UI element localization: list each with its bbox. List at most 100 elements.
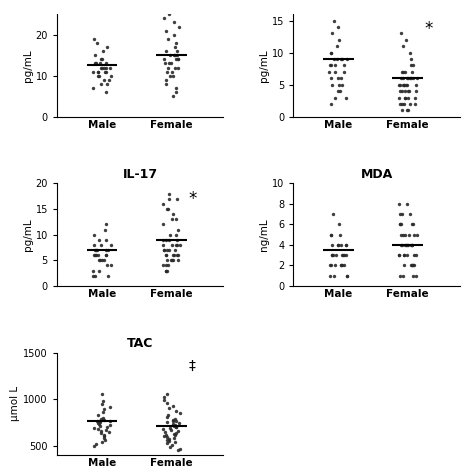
Point	[162, 262, 169, 269]
Text: ‡: ‡	[189, 359, 196, 373]
Point	[96, 60, 104, 67]
Point	[404, 94, 412, 101]
Point	[102, 246, 109, 254]
Point	[160, 393, 168, 401]
Point	[170, 251, 178, 259]
Point	[397, 231, 405, 238]
Point	[163, 251, 170, 259]
Point	[405, 231, 412, 238]
Point	[102, 64, 110, 71]
Point	[99, 414, 107, 421]
Point	[408, 220, 416, 228]
Point	[406, 74, 414, 82]
Point	[338, 251, 346, 259]
Point	[161, 60, 169, 67]
Point	[91, 246, 99, 254]
Point	[326, 262, 334, 269]
Point	[97, 241, 105, 249]
Y-axis label: pg/mL: pg/mL	[23, 49, 33, 82]
Point	[163, 267, 170, 274]
Point	[165, 60, 173, 67]
Point	[327, 62, 334, 69]
Title: TAC: TAC	[127, 337, 153, 350]
Point	[396, 87, 404, 95]
Point	[337, 262, 345, 269]
Point	[342, 94, 350, 101]
Point	[101, 68, 109, 75]
Point	[404, 241, 412, 249]
Point	[166, 438, 173, 445]
Point	[326, 272, 334, 280]
Title: MDA: MDA	[360, 168, 392, 181]
Point	[161, 396, 168, 404]
Point	[90, 424, 98, 432]
Point	[160, 15, 168, 22]
Point	[330, 55, 338, 63]
Point	[326, 68, 333, 76]
Point	[413, 272, 420, 280]
Point	[159, 241, 167, 249]
Point	[399, 87, 406, 95]
Point	[175, 419, 182, 427]
Point	[176, 445, 184, 452]
Point	[171, 431, 179, 438]
Point	[172, 438, 179, 446]
Point	[400, 251, 408, 259]
Point	[328, 81, 336, 89]
Point	[173, 251, 181, 259]
Point	[395, 94, 403, 101]
Point	[409, 220, 416, 228]
Point	[173, 408, 180, 415]
Point	[328, 251, 336, 259]
Y-axis label: ng/mL: ng/mL	[259, 219, 269, 251]
Point	[95, 418, 102, 425]
Point	[172, 39, 180, 47]
Point	[173, 417, 180, 424]
Point	[327, 74, 335, 82]
Point	[163, 391, 171, 398]
Point	[97, 55, 105, 63]
Point	[172, 421, 179, 429]
Point	[161, 246, 168, 254]
Point	[170, 435, 177, 442]
Point	[397, 81, 404, 89]
Point	[333, 251, 340, 259]
Point	[163, 236, 170, 244]
Point	[169, 210, 176, 218]
Point	[102, 68, 109, 75]
Point	[170, 52, 178, 59]
Point	[410, 262, 417, 269]
Point	[164, 411, 172, 419]
Point	[403, 200, 410, 208]
Point	[174, 446, 182, 454]
Point	[92, 251, 100, 259]
Point	[170, 418, 177, 425]
Point	[400, 262, 408, 269]
Point	[170, 430, 178, 438]
Point	[328, 251, 336, 259]
Point	[168, 216, 176, 223]
Point	[165, 10, 173, 18]
Point	[97, 429, 105, 437]
Point	[400, 81, 408, 89]
Point	[102, 88, 109, 96]
Point	[172, 423, 180, 431]
Point	[169, 402, 177, 410]
Title: IL-17: IL-17	[123, 168, 158, 181]
Point	[174, 226, 182, 233]
Point	[96, 419, 104, 426]
Point	[98, 55, 105, 63]
Point	[327, 49, 335, 56]
Point	[159, 236, 167, 244]
Point	[164, 64, 172, 71]
Point	[96, 256, 104, 264]
Point	[406, 49, 414, 56]
Point	[160, 433, 167, 440]
Point	[100, 409, 107, 416]
Point	[164, 68, 171, 75]
Point	[398, 100, 405, 108]
Point	[100, 397, 107, 405]
Point	[408, 55, 415, 63]
Point	[98, 80, 105, 88]
Point	[401, 231, 409, 238]
